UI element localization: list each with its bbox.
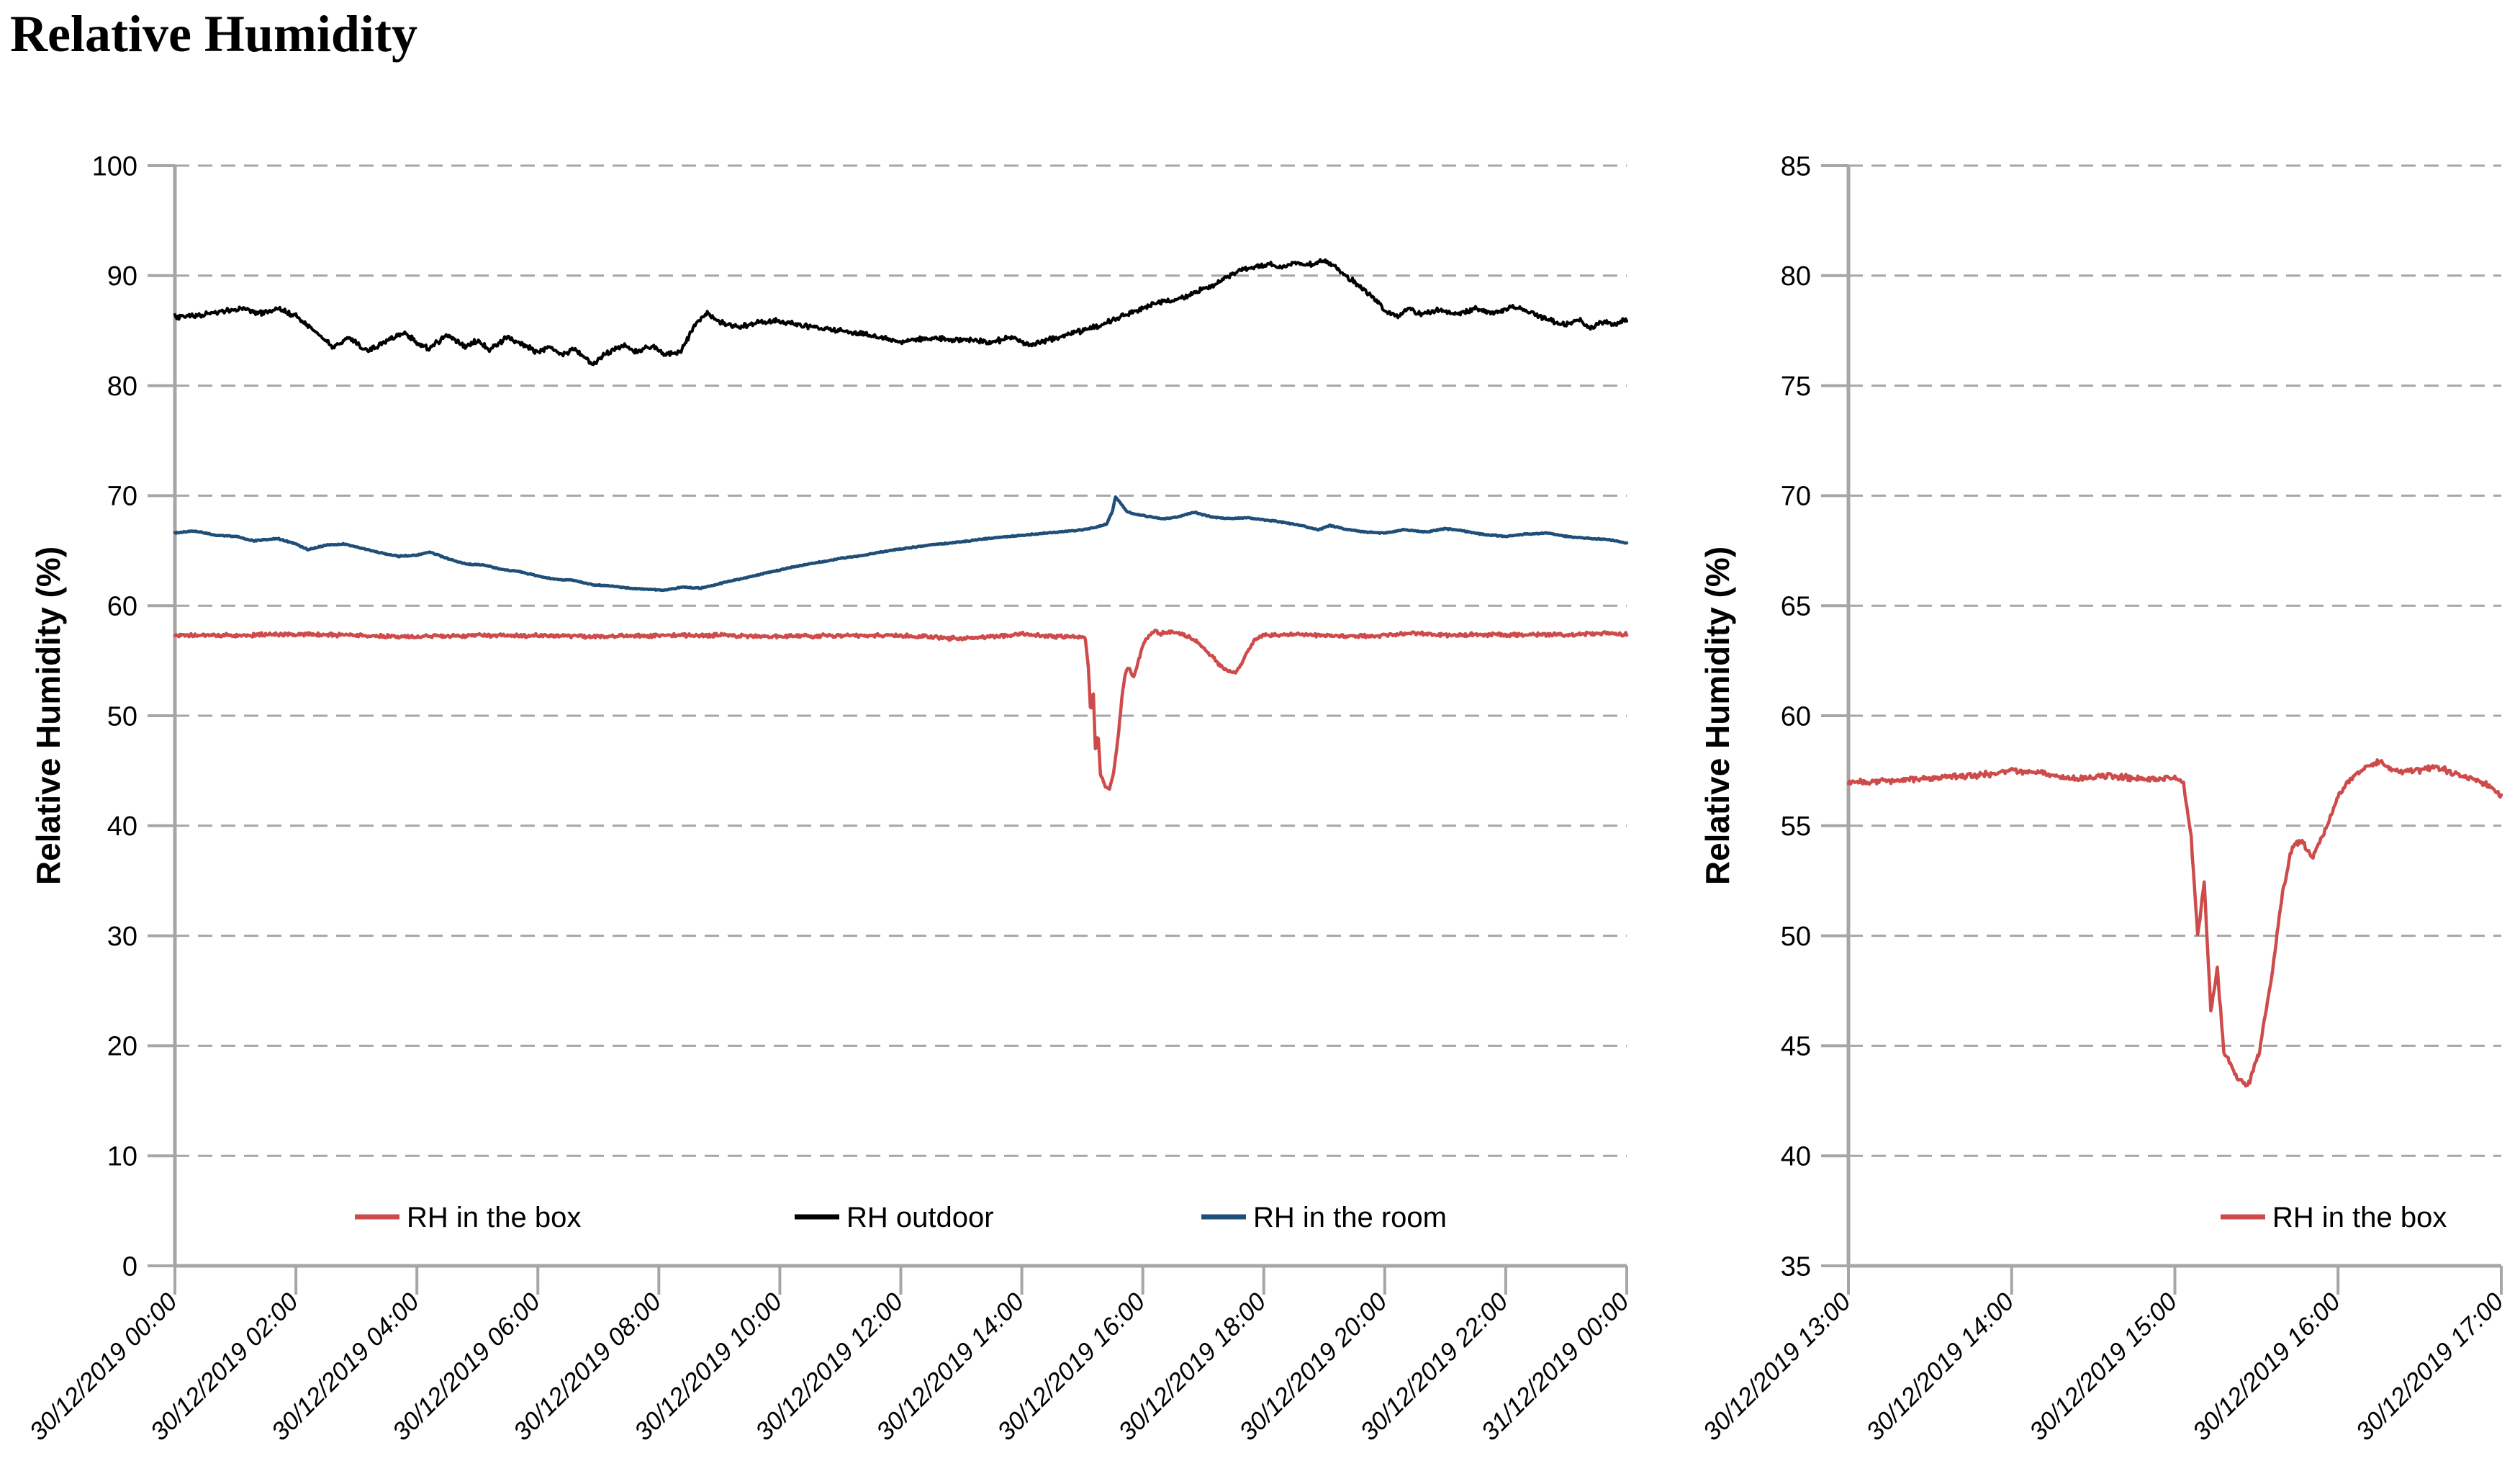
legend-item-rh-in-the-room: RH in the room xyxy=(1201,1202,1447,1233)
y-axis-title: Relative Humidity (%) xyxy=(1699,547,1736,885)
series-line-rh-in-the-box xyxy=(1846,758,2503,1088)
y-tick-label: 75 xyxy=(1781,372,1811,402)
y-tick-label: 40 xyxy=(107,811,137,842)
y-tick-label: 80 xyxy=(1781,261,1811,292)
legend-label: RH in the box xyxy=(407,1202,581,1233)
legend-item-rh-in-the-box: RH in the box xyxy=(2221,1202,2447,1233)
y-tick-label: 85 xyxy=(1781,151,1811,181)
x-tick-label: 30/12/2019 13:00 xyxy=(1697,1287,1856,1447)
y-tick-label: 35 xyxy=(1781,1251,1811,1282)
x-tick-label: 30/12/2019 15:00 xyxy=(2024,1287,2183,1447)
x-tick-label: 30/12/2019 16:00 xyxy=(2187,1287,2347,1447)
y-tick-label: 55 xyxy=(1781,811,1811,842)
legend-label: RH outdoor xyxy=(846,1202,994,1233)
y-tick-label: 45 xyxy=(1781,1032,1811,1062)
y-tick-label: 60 xyxy=(107,592,137,622)
y-tick-label: 90 xyxy=(107,261,137,292)
legend-label: RH in the room xyxy=(1253,1202,1447,1233)
y-tick-label: 10 xyxy=(107,1142,137,1172)
y-axis-title: Relative Humidity (%) xyxy=(30,547,67,885)
series-line-rh-outdoor xyxy=(173,258,1628,366)
y-tick-label: 0 xyxy=(122,1251,137,1282)
y-tick-label: 100 xyxy=(92,151,137,181)
y-tick-label: 50 xyxy=(1781,922,1811,952)
page-title: Relative Humidity xyxy=(10,5,417,63)
legend-item-rh-in-the-box: RH in the box xyxy=(355,1202,581,1233)
y-tick-label: 65 xyxy=(1781,592,1811,622)
series-line-rh-in-the-box xyxy=(173,629,1629,791)
y-tick-label: 30 xyxy=(107,922,137,952)
x-tick-label: 30/12/2019 17:00 xyxy=(2350,1287,2509,1447)
y-tick-label: 70 xyxy=(107,482,137,512)
legend-label: RH in the box xyxy=(2272,1202,2447,1233)
y-tick-label: 40 xyxy=(1781,1142,1811,1172)
y-tick-label: 80 xyxy=(107,372,137,402)
y-tick-label: 50 xyxy=(107,701,137,732)
x-tick-label: 30/12/2019 14:00 xyxy=(1861,1287,2020,1447)
legend-item-rh-outdoor: RH outdoor xyxy=(795,1202,994,1233)
y-tick-label: 20 xyxy=(107,1032,137,1062)
y-tick-label: 60 xyxy=(1781,701,1811,732)
y-tick-label: 70 xyxy=(1781,482,1811,512)
series-line-rh-in-the-room xyxy=(173,495,1629,593)
